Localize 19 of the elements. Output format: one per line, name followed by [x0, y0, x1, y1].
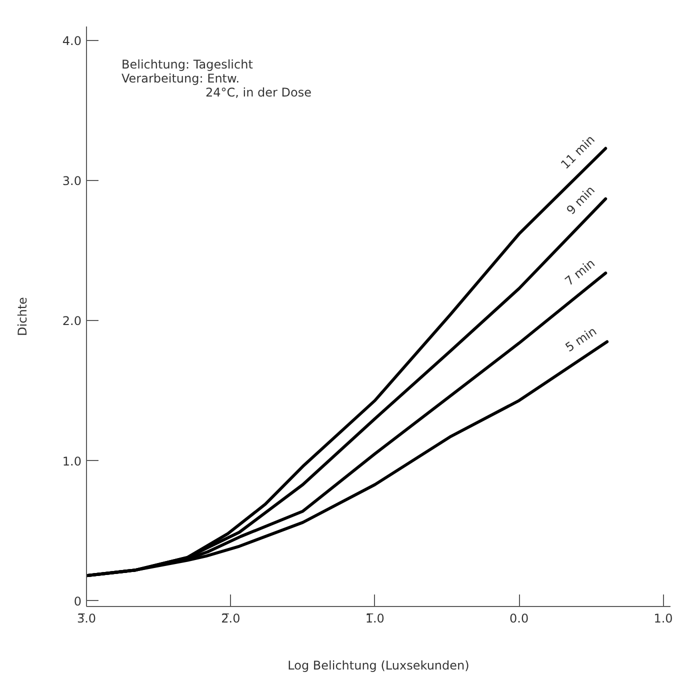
x-tick-label: 3̅.0: [76, 612, 96, 626]
x-axis-title: Log Belichtung (Luxsekunden): [288, 658, 470, 672]
x-tick-label: 0.0: [510, 612, 529, 626]
text: 11 min: [558, 132, 598, 172]
text: 5 min: [562, 324, 600, 355]
annotation: 24°C, in der Dose: [206, 86, 312, 100]
x-tick-label: 1̅.0: [365, 612, 384, 626]
y-tick-label: 1.0: [62, 454, 82, 468]
y-tick-label: 3.0: [62, 174, 82, 188]
y-axis-title: Dichte: [15, 297, 30, 336]
x-tick-label: 2̅.0: [221, 612, 240, 626]
y-tick-label: 0: [74, 594, 82, 608]
text: 7 min: [562, 256, 598, 289]
text: 9 min: [564, 183, 598, 218]
y-tick-label: 2.0: [62, 314, 82, 328]
y-tick-label: 4.0: [62, 34, 82, 48]
annotation: Belichtung: Tageslicht: [122, 58, 254, 72]
x-tick-label: 1.0: [654, 612, 673, 626]
annotation: Verarbeitung: Entw.: [122, 72, 240, 86]
